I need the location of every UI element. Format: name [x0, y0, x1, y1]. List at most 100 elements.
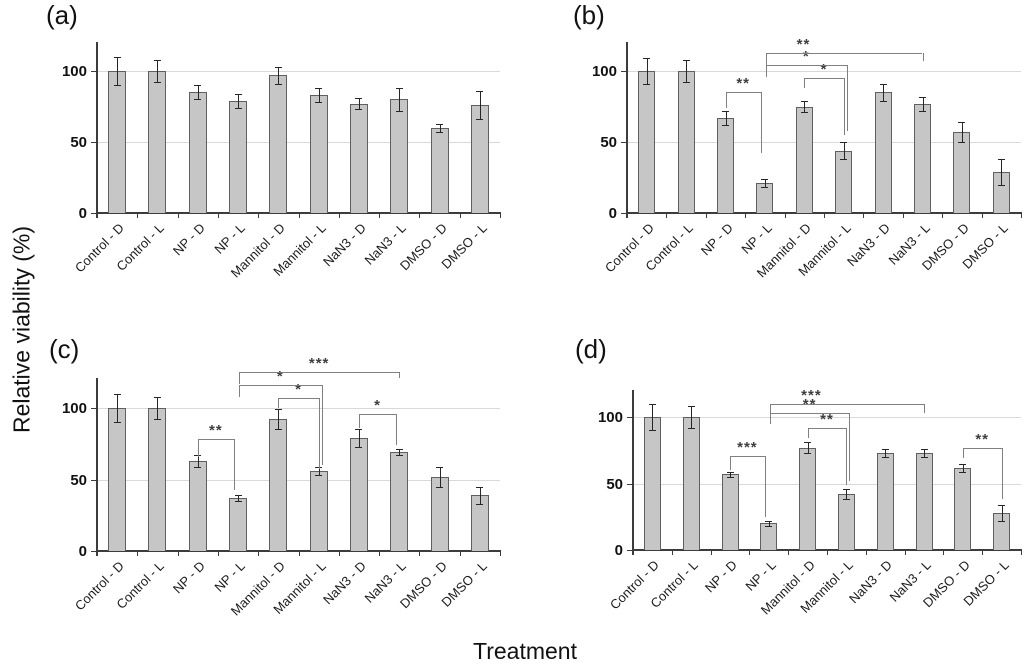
significance-bracket-drop-left: [278, 397, 280, 408]
error-bar: [197, 85, 199, 100]
error-bar: [479, 90, 481, 120]
x-tick: [863, 214, 865, 218]
panel-label: (d): [575, 334, 607, 364]
error-bar-cap-bottom: [315, 475, 323, 477]
bar: [876, 452, 894, 550]
error-bar-cap-bottom: [234, 500, 242, 502]
significance-bracket-drop-left: [769, 413, 771, 424]
bar: [309, 95, 328, 213]
error-bar-cap-top: [881, 448, 889, 450]
error-bar: [768, 520, 770, 527]
error-bar: [318, 88, 320, 103]
x-tick: [1021, 214, 1022, 218]
error-bar-cap-top: [153, 59, 161, 61]
gridline: [97, 408, 500, 409]
x-tick: [824, 214, 825, 218]
y-tick-label: 50: [70, 471, 87, 489]
x-tick: [258, 552, 260, 556]
error-bar: [358, 97, 360, 110]
x-tick: [379, 552, 381, 556]
error-bar-cap-top: [355, 429, 363, 431]
x-tick: [419, 214, 421, 218]
error-bar: [1001, 504, 1003, 521]
significance-stars: *: [276, 368, 284, 386]
error-bar-cap-bottom: [395, 455, 403, 457]
significance-stars: ***: [737, 438, 758, 456]
x-tick: [177, 214, 179, 218]
error-bar-cap-bottom: [436, 486, 444, 488]
error-bar: [117, 393, 119, 423]
error-bar-cap-bottom: [879, 100, 887, 102]
x-tick: [904, 551, 906, 555]
error-bar-cap-top: [476, 486, 484, 488]
significance-bracket-drop-right: [849, 413, 851, 481]
error-bar: [883, 83, 885, 101]
x-tick: [1021, 551, 1022, 555]
error-bar-cap-bottom: [998, 520, 1006, 522]
error-bar-cap-bottom: [919, 110, 926, 112]
y-tick: [621, 71, 626, 72]
significance-bracket-drop-right: [843, 78, 845, 135]
error-bar: [1001, 159, 1003, 185]
gridline: [627, 142, 1021, 143]
x-tick: [217, 552, 219, 556]
error-bar-cap-top: [436, 466, 444, 468]
bar: [717, 117, 734, 213]
significance-bracket-drop-left: [239, 385, 241, 397]
error-bar-cap-bottom: [274, 83, 282, 85]
significance-stars: ***: [308, 355, 330, 373]
error-bar-cap-bottom: [274, 429, 282, 431]
significance-stars: **: [820, 410, 834, 428]
significance-bracket-drop-left: [804, 78, 806, 89]
significance-stars: **: [736, 75, 751, 93]
error-bar: [479, 486, 481, 504]
error-bar: [439, 123, 441, 133]
significance-bracket-drop-right: [234, 439, 236, 490]
error-bar-cap-top: [274, 66, 282, 68]
error-bar: [846, 488, 848, 500]
error-bar-cap-top: [682, 59, 690, 61]
significance-bracket-drop-right: [1001, 447, 1003, 500]
error-bar: [807, 442, 809, 453]
significance-bracket-drop-right: [321, 385, 323, 466]
bar: [795, 106, 813, 213]
x-tick: [258, 214, 260, 218]
significance-bracket-drop-left: [807, 427, 809, 439]
error-bar-cap-top: [315, 88, 323, 90]
significance-bracket: [765, 52, 923, 54]
x-tick: [419, 552, 421, 556]
error-bar: [117, 56, 119, 86]
x-tick: [942, 214, 944, 218]
error-bar-cap-bottom: [958, 142, 966, 143]
error-bar-cap-top: [395, 449, 403, 451]
error-bar: [278, 66, 280, 84]
error-bar-cap-top: [687, 406, 695, 408]
significance-stars: **: [209, 422, 223, 440]
x-tick: [137, 552, 139, 556]
y-tick-label: 50: [606, 475, 623, 493]
y-tick: [627, 550, 632, 551]
error-bar-cap-top: [959, 463, 967, 465]
error-bar: [399, 88, 401, 111]
x-tick: [943, 551, 945, 555]
error-bar-cap-top: [194, 85, 202, 87]
error-bar: [157, 59, 159, 83]
error-bar-cap-bottom: [355, 446, 363, 448]
error-bar-cap-bottom: [194, 466, 202, 468]
x-tick: [97, 214, 98, 218]
error-bar: [157, 396, 159, 420]
error-bar-cap-top: [113, 393, 121, 395]
error-bar: [691, 406, 693, 428]
x-tick: [827, 551, 828, 555]
error-bar-cap-top: [643, 58, 651, 60]
error-bar-cap-bottom: [315, 102, 323, 104]
significance-bracket-drop-right: [318, 397, 320, 470]
error-bar-cap-top: [765, 520, 773, 522]
error-bar-cap-bottom: [920, 456, 928, 458]
error-bar: [843, 142, 845, 160]
bar: [721, 474, 739, 550]
error-bar-cap-bottom: [997, 184, 1005, 186]
x-tick: [379, 214, 381, 218]
x-tick: [459, 552, 461, 556]
error-bar-cap-top: [840, 142, 848, 143]
